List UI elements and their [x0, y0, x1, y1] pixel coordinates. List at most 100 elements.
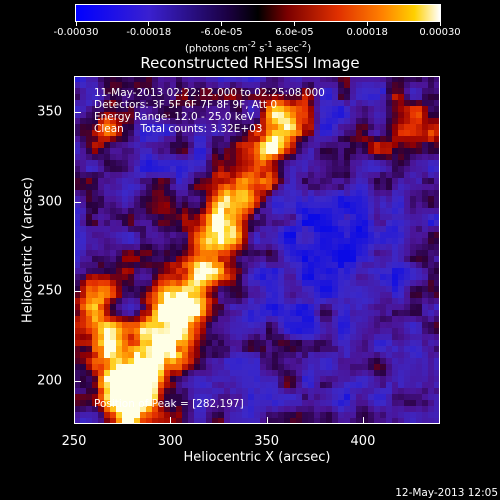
heatmap-cell — [296, 406, 303, 413]
heatmap-cell — [308, 334, 315, 341]
heatmap-cell — [284, 124, 291, 131]
heatmap-cell — [278, 76, 285, 83]
heatmap-cell — [212, 214, 219, 221]
heatmap-cell — [422, 352, 429, 359]
heatmap-cell — [236, 370, 243, 377]
x-tick-mark — [362, 417, 364, 423]
heatmap-cell — [344, 142, 351, 149]
heatmap-cell — [404, 352, 411, 359]
heatmap-cell — [200, 100, 207, 107]
heatmap-cell — [398, 82, 405, 89]
heatmap-cell — [122, 286, 129, 293]
heatmap-cell — [230, 358, 237, 365]
heatmap-cell — [140, 292, 147, 299]
heatmap-cell — [230, 400, 237, 407]
heatmap-cell — [122, 268, 129, 275]
heatmap-cell — [98, 208, 105, 215]
heatmap-cell — [374, 136, 381, 143]
heatmap-cell — [146, 94, 153, 101]
heatmap-cell — [224, 316, 231, 323]
heatmap-cell — [134, 112, 141, 119]
heatmap-cell — [122, 226, 129, 233]
heatmap-cell — [86, 292, 93, 299]
heatmap-cell — [260, 262, 267, 269]
heatmap-cell — [398, 346, 405, 353]
heatmap-cell — [320, 298, 327, 305]
heatmap-cell — [92, 382, 99, 389]
heatmap-cell — [260, 226, 267, 233]
heatmap-cell — [380, 328, 387, 335]
heatmap-cell — [74, 250, 81, 257]
heatmap-cell — [80, 382, 87, 389]
heatmap-cell — [80, 304, 87, 311]
heatmap-cell — [410, 118, 417, 125]
heatmap-cell — [146, 100, 153, 107]
heatmap-cell — [140, 298, 147, 305]
heatmap-cell — [296, 400, 303, 407]
heatmap-cell — [296, 358, 303, 365]
heatmap-cell — [176, 388, 183, 395]
heatmap-cell — [236, 256, 243, 263]
heatmap-cell — [80, 76, 87, 83]
heatmap-cell — [242, 226, 249, 233]
heatmap-cell — [260, 82, 267, 89]
heatmap-cell — [332, 208, 339, 215]
heatmap-cell — [368, 214, 375, 221]
heatmap-cell — [284, 136, 291, 143]
heatmap-cell — [110, 250, 117, 257]
heatmap-cell — [122, 202, 129, 209]
heatmap-cell — [80, 106, 87, 113]
heatmap-cell — [320, 82, 327, 89]
heatmap-cell — [98, 94, 105, 101]
heatmap-cell — [254, 148, 261, 155]
heatmap-cell — [350, 304, 357, 311]
heatmap-cell — [80, 178, 87, 185]
heatmap-cell — [356, 196, 363, 203]
heatmap-cell — [350, 148, 357, 155]
heatmap-cell — [86, 136, 93, 143]
heatmap-cell — [122, 358, 129, 365]
heatmap-cell — [266, 400, 273, 407]
heatmap-cell — [236, 280, 243, 287]
heatmap-cell — [398, 136, 405, 143]
heatmap-cell — [224, 232, 231, 239]
heatmap-cell — [284, 196, 291, 203]
heatmap-cell — [170, 172, 177, 179]
heatmap-cell — [374, 250, 381, 257]
heatmap-cell — [212, 316, 219, 323]
heatmap-cell — [368, 340, 375, 347]
heatmap-cell — [194, 130, 201, 137]
heatmap-cell — [206, 382, 213, 389]
heatmap-cell — [134, 82, 141, 89]
heatmap-cell — [152, 238, 159, 245]
heatmap-cell — [122, 370, 129, 377]
heatmap-cell — [242, 130, 249, 137]
heatmap-cell — [80, 340, 87, 347]
heatmap-cell — [380, 190, 387, 197]
heatmap-cell — [152, 340, 159, 347]
heatmap-cell — [260, 406, 267, 413]
heatmap-cell — [374, 352, 381, 359]
heatmap-cell — [230, 172, 237, 179]
heatmap-cell — [74, 166, 81, 173]
heatmap-cell — [170, 268, 177, 275]
heatmap-cell — [134, 370, 141, 377]
heatmap-cell — [254, 184, 261, 191]
heatmap-cell — [176, 178, 183, 185]
heatmap-cell — [104, 334, 111, 341]
heatmap-cell — [374, 382, 381, 389]
colorbar — [75, 4, 441, 22]
heatmap-cell — [134, 100, 141, 107]
heatmap-cell — [182, 346, 189, 353]
heatmap-cell — [302, 418, 309, 424]
heatmap-cell — [380, 322, 387, 329]
heatmap-cell — [242, 316, 249, 323]
heatmap-cell — [122, 88, 129, 95]
heatmap-cell — [242, 394, 249, 401]
heatmap-cell — [80, 412, 87, 419]
heatmap-cell — [320, 406, 327, 413]
heatmap-cell — [242, 352, 249, 359]
heatmap-cell — [230, 130, 237, 137]
heatmap-cell — [332, 76, 339, 83]
heatmap-cell — [356, 406, 363, 413]
